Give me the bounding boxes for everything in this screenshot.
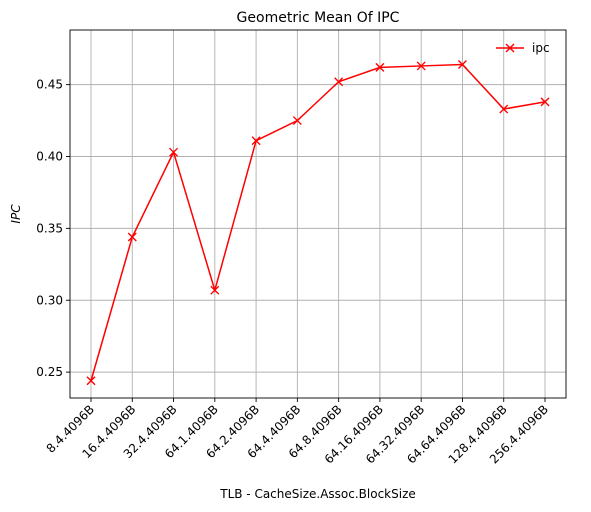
legend-marker-x-icon <box>505 43 515 53</box>
grid <box>70 30 566 398</box>
data-point <box>251 136 261 146</box>
series-group <box>86 60 550 386</box>
plot-frame <box>69 29 567 399</box>
y-tick-label: 0.30 <box>36 293 63 307</box>
data-point <box>86 376 96 386</box>
y-tick-label: 0.45 <box>36 78 63 92</box>
y-tick-label: 0.35 <box>36 221 63 235</box>
y-tick-label: 0.25 <box>36 365 63 379</box>
chart-title: Geometric Mean Of IPC <box>237 10 400 26</box>
data-point <box>210 285 220 295</box>
axis-ticks: 8.4.4096B16.4.4096B32.4.4096B64.1.4096B6… <box>36 78 551 467</box>
data-point <box>127 232 137 242</box>
data-point <box>169 147 179 157</box>
data-point <box>457 60 467 69</box>
series-line-ipc <box>90 63 546 381</box>
y-tick-label: 0.40 <box>36 150 63 164</box>
data-point <box>375 62 385 72</box>
data-point <box>292 116 302 126</box>
legend-label-ipc: ipc <box>532 41 550 55</box>
y-axis-label: IPC <box>9 204 23 224</box>
x-axis-label: TLB - CacheSize.Assoc.BlockSize <box>219 487 416 501</box>
data-point <box>334 77 344 87</box>
data-point <box>416 61 426 71</box>
legend: ipc <box>496 41 550 55</box>
data-point <box>540 97 550 107</box>
data-point <box>499 104 509 114</box>
